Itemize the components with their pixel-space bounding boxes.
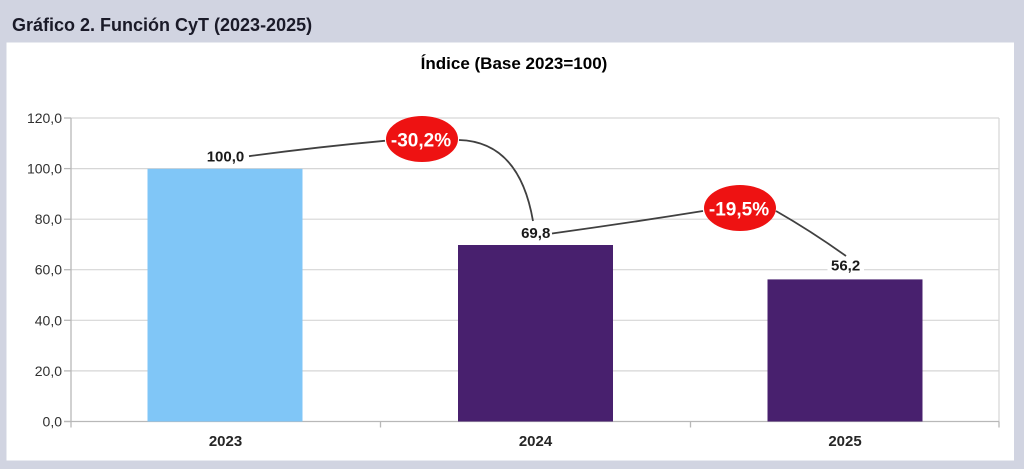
svg-text:100,0: 100,0 bbox=[207, 148, 245, 165]
svg-text:-19,5%: -19,5% bbox=[709, 199, 769, 220]
svg-text:40,0: 40,0 bbox=[35, 312, 62, 328]
svg-text:100,0: 100,0 bbox=[27, 161, 62, 177]
svg-text:60,0: 60,0 bbox=[35, 262, 62, 278]
svg-text:80,0: 80,0 bbox=[35, 211, 62, 227]
svg-text:20,0: 20,0 bbox=[35, 363, 62, 379]
svg-text:2023: 2023 bbox=[209, 433, 242, 450]
svg-text:Gráfico 2. Función CyT (2023-2: Gráfico 2. Función CyT (2023-2025) bbox=[12, 15, 312, 35]
svg-text:120,0: 120,0 bbox=[27, 110, 62, 126]
svg-text:56,2: 56,2 bbox=[831, 258, 860, 275]
svg-text:2025: 2025 bbox=[828, 433, 861, 450]
svg-text:Índice (Base 2023=100): Índice (Base 2023=100) bbox=[421, 54, 608, 73]
svg-text:69,8: 69,8 bbox=[521, 225, 550, 242]
svg-text:-30,2%: -30,2% bbox=[391, 130, 451, 151]
svg-text:0,0: 0,0 bbox=[43, 414, 63, 430]
svg-text:2024: 2024 bbox=[519, 433, 553, 450]
